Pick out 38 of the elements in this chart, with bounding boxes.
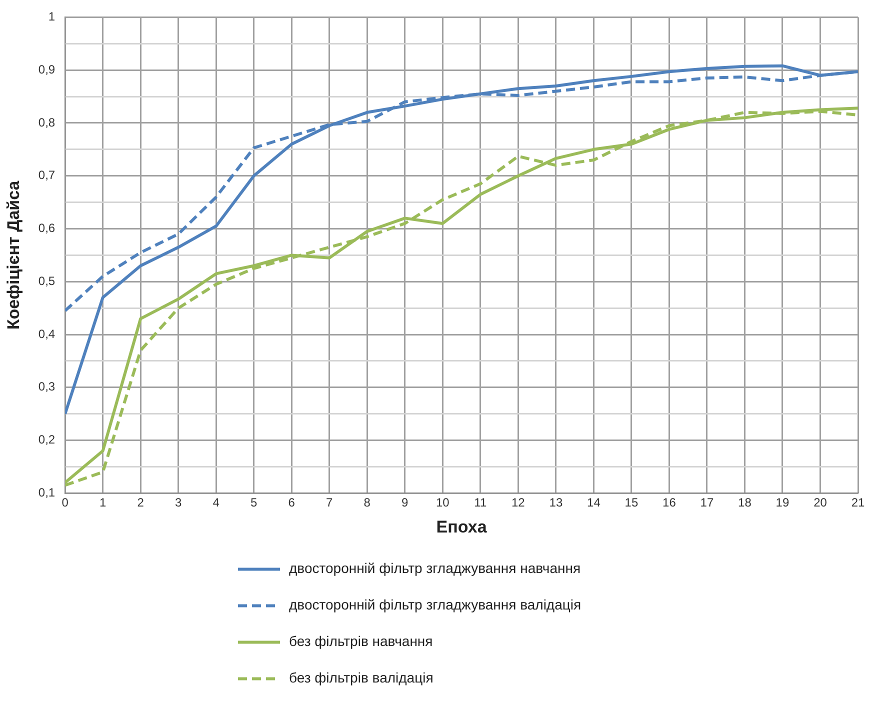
x-tick-label: 19 [776,496,790,510]
y-tick-label: 0,8 [38,115,56,130]
y-axis-title: Коефіцієнт Дайса [4,180,23,330]
x-tick-label: 0 [62,496,69,510]
y-tick-label: 0,6 [38,221,56,236]
y-tick-label: 0,7 [38,168,56,182]
y-tick-label: 0,2 [38,432,56,447]
x-tick-label: 14 [587,496,601,510]
x-tick-label: 6 [288,496,296,510]
x-tick-label: 13 [549,496,563,510]
x-tick-label: 21 [851,496,865,510]
x-tick-label: 18 [738,496,752,510]
x-tick-label: 3 [175,496,182,510]
x-tick-label: 9 [402,496,409,510]
y-tick-label: 1 [48,10,56,24]
y-tick-label: 0,9 [38,62,56,76]
x-axis-title: Епоха [436,517,488,536]
y-tick-label: 0,4 [38,326,56,341]
legend-label: двосторонній фільтр згладжування валідація [289,596,582,613]
y-tick-label: 0,5 [38,274,56,288]
x-tick-label: 7 [326,496,334,510]
y-tick-label: 0,3 [38,380,56,394]
legend-label: без фільтрів навчання [289,633,433,650]
x-tick-label: 10 [436,496,450,510]
x-tick-label: 4 [212,496,220,510]
x-tick-label: 11 [474,496,487,510]
x-tick-label: 15 [624,496,638,510]
x-tick-label: 2 [137,496,144,510]
x-tick-label: 16 [662,496,676,510]
x-tick-label: 8 [364,496,371,510]
x-tick-label: 17 [700,496,714,510]
x-tick-label: 20 [814,496,828,510]
x-tick-label: 12 [512,496,526,510]
x-tick-label: 1 [99,496,106,510]
legend-label: двосторонній фільтр згладжування навчання [289,560,581,576]
x-tick-label: 5 [250,496,258,510]
y-tick-label: 0,1 [38,486,56,500]
legend-label: без фільтрів валідація [289,670,434,686]
